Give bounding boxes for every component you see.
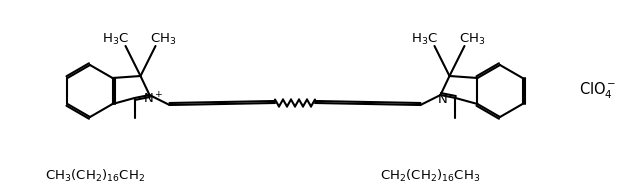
- Text: ClO$_4^-$: ClO$_4^-$: [579, 81, 617, 101]
- Text: N$^+$: N$^+$: [143, 91, 163, 107]
- Text: CH$_3$(CH$_2$)$_{16}$CH$_2$: CH$_3$(CH$_2$)$_{16}$CH$_2$: [45, 168, 145, 184]
- Text: H$_3$C: H$_3$C: [411, 32, 438, 47]
- Text: CH$_3$: CH$_3$: [150, 32, 177, 47]
- Text: N: N: [438, 92, 447, 105]
- Text: H$_3$C: H$_3$C: [102, 32, 129, 47]
- Text: CH$_2$(CH$_2$)$_{16}$CH$_3$: CH$_2$(CH$_2$)$_{16}$CH$_3$: [380, 168, 480, 184]
- Text: CH$_3$: CH$_3$: [460, 32, 486, 47]
